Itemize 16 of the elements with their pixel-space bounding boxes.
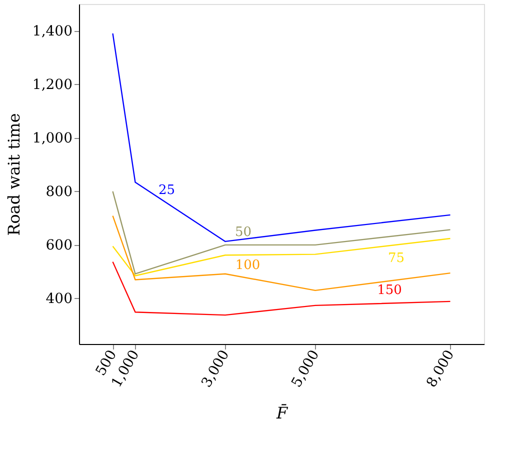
y-tick-label: 1,200 [32,76,72,93]
series-label: 50 [234,224,252,240]
x-axis-title: F̄ [275,404,288,423]
y-axis-title: Road wait time [4,113,24,236]
y-tick-label: 400 [46,290,72,307]
y-tick-label: 800 [46,184,72,200]
series-label: 25 [158,183,176,198]
y-tick-label: 1,400 [32,23,72,40]
y-tick-label: 1,000 [32,130,72,146]
y-tick-label: 600 [46,237,72,254]
series-label: 75 [388,250,405,266]
line-series [112,32,451,242]
series-label: 150 [377,283,402,298]
series-label: 100 [235,258,260,274]
line-series [112,238,451,276]
line-series [112,261,451,316]
